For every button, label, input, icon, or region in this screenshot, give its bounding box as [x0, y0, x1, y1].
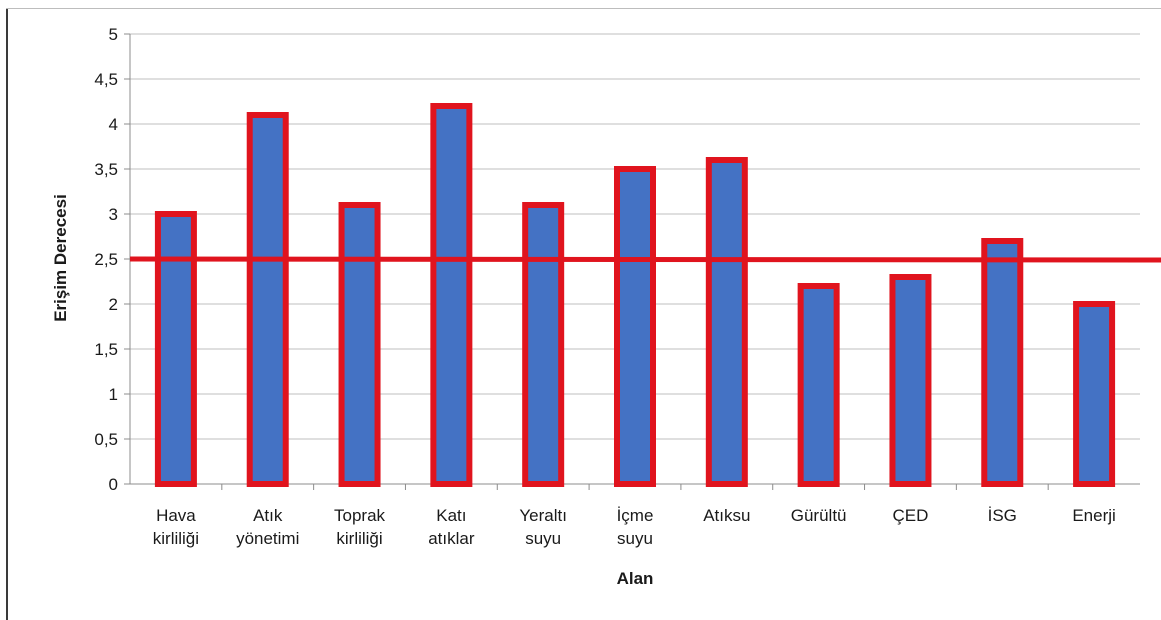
x-category-label: Atıksu — [703, 506, 750, 525]
reference-line — [129, 256, 1161, 263]
reference-line-group — [129, 256, 1161, 263]
bar — [1073, 301, 1116, 487]
bar — [981, 238, 1024, 487]
x-category-label: Enerji — [1072, 506, 1115, 525]
bar — [430, 103, 473, 487]
x-category-label: ÇED — [893, 506, 929, 525]
x-category-label: Atık — [253, 506, 283, 525]
bar — [797, 283, 840, 487]
y-tick-label: 0,5 — [94, 430, 118, 449]
x-category-label: İçme — [617, 506, 654, 525]
bar — [246, 112, 289, 487]
bar — [522, 202, 565, 487]
x-category-label: yönetimi — [236, 529, 299, 548]
bar — [889, 274, 932, 487]
y-tick-label: 3 — [109, 205, 118, 224]
x-category-label: Yeraltı — [519, 506, 567, 525]
y-tick-label: 4 — [109, 115, 118, 134]
y-tick-label: 3,5 — [94, 160, 118, 179]
y-tick-label: 2,5 — [94, 250, 118, 269]
bars — [154, 103, 1116, 487]
x-category-label: suyu — [525, 529, 561, 548]
y-tick-label: 0 — [109, 475, 118, 494]
x-category-label: kirliliği — [336, 529, 382, 548]
x-category-label: suyu — [617, 529, 653, 548]
y-axis-title: Erişim Derecesi — [51, 194, 70, 322]
y-tick-label: 4,5 — [94, 70, 118, 89]
bar — [338, 202, 381, 487]
bar — [154, 211, 197, 487]
x-category-label: Katı — [436, 506, 466, 525]
frame-left-border — [6, 8, 8, 620]
x-axis-categories: Hava kirliliği Atık yönetimi Toprak kirliliği… — [153, 484, 1116, 548]
x-category-label: kirliliği — [153, 529, 199, 548]
x-category-label: atıklar — [428, 529, 475, 548]
x-category-label: Gürültü — [791, 506, 847, 525]
bar — [705, 157, 748, 487]
y-tick-label: 1 — [109, 385, 118, 404]
x-category-label: İSG — [988, 506, 1017, 525]
x-category-label: Toprak — [334, 506, 386, 525]
y-axis-ticks: 0 0,5 1 1,5 2 2,5 3 3,5 4 4,5 5 — [94, 25, 130, 494]
bar — [614, 166, 656, 487]
x-axis-title: Alan — [617, 569, 654, 588]
y-tick-label: 5 — [109, 25, 118, 44]
y-tick-label: 1,5 — [94, 340, 118, 359]
x-category-label: Hava — [156, 506, 196, 525]
frame-top-border — [6, 8, 1161, 9]
y-tick-label: 2 — [109, 295, 118, 314]
